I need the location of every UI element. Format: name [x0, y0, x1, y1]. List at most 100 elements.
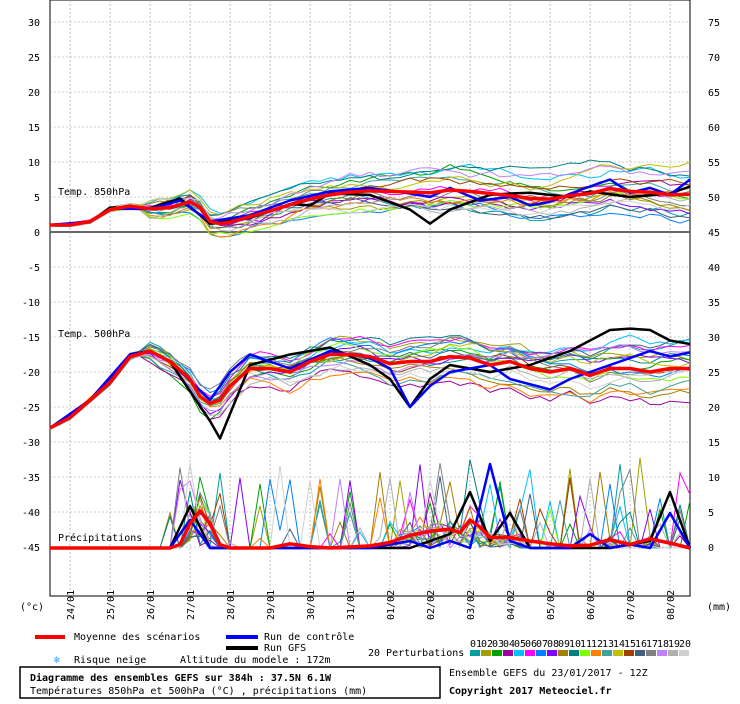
perturbation-line	[49, 344, 691, 428]
y-left-tick-label: -20	[22, 368, 40, 379]
x-tick-label: 05/02	[546, 590, 557, 620]
pert-swatch	[536, 650, 546, 656]
legend-altitude-label: Altitude du modele : 172m	[180, 655, 331, 666]
x-tick-label: 30/01	[306, 590, 317, 620]
pert-swatch	[602, 650, 612, 656]
y-right-tick-label: 20	[708, 403, 720, 414]
y-right-tick-label: 30	[708, 333, 720, 344]
y-left-tick-label: 5	[34, 193, 40, 204]
pert-number: 08	[547, 639, 559, 650]
copyright-label: Copyright 2017 Meteociel.fr	[449, 685, 612, 697]
pert-number: 15	[624, 639, 636, 650]
pert-swatch	[547, 650, 557, 656]
chart-grid	[49, 0, 691, 597]
perturbation-line	[49, 197, 691, 226]
x-tick-label: 31/01	[346, 590, 357, 620]
legend-control-label: Run de contrôle	[264, 631, 354, 643]
pert-swatch	[613, 650, 623, 656]
y-right-tick-label: 15	[708, 438, 720, 449]
y-right-tick-label: 35	[708, 298, 720, 309]
t850-label: Temp. 850hPa	[58, 187, 130, 198]
info-subtitle: Températures 850hPa et 500hPa (°C) , pré…	[30, 685, 367, 697]
perturbation-line	[49, 194, 691, 232]
y-right-tick-label: 75	[708, 18, 720, 29]
y-right-tick-label: 70	[708, 53, 720, 64]
y-left-tick-label: -15	[22, 333, 40, 344]
perturbation-line	[49, 189, 691, 235]
pert-swatch	[679, 650, 689, 656]
y-left-tick-label: -25	[22, 403, 40, 414]
y-right-tick-label: 10	[708, 473, 720, 484]
pert-swatch	[481, 650, 491, 656]
t500-label: Temp. 500hPa	[58, 329, 130, 340]
pert-swatch	[514, 650, 524, 656]
pert-number: 12	[591, 639, 603, 650]
x-tick-label: 06/02	[586, 590, 597, 620]
y-right-tick-label: 0	[708, 543, 714, 554]
y-left-tick-label: 15	[28, 123, 40, 134]
pert-swatch	[470, 650, 480, 656]
pert-number: 14	[613, 639, 625, 650]
y-left-tick-label: -45	[22, 543, 40, 554]
pert-swatch	[591, 650, 601, 656]
snow-icon: ❄	[54, 655, 61, 666]
perturbation-line	[49, 338, 691, 428]
perturbation-line	[49, 354, 691, 430]
legend-mean-label: Moyenne des scénarios	[74, 631, 200, 643]
legend-gfs-label: Run GFS	[264, 643, 306, 654]
pert-swatch	[668, 650, 678, 656]
legend: Moyenne des scénarios Run de contrôle Ru…	[35, 631, 691, 666]
perturbation-line	[49, 161, 691, 225]
x-tick-label: 01/02	[386, 590, 397, 620]
y-left-tick-label: -5	[28, 263, 40, 274]
pert-number: 16	[635, 639, 647, 650]
pert-number: 17	[646, 639, 658, 650]
y-right-tick-label: 55	[708, 158, 720, 169]
plot-frame	[49, 0, 691, 597]
x-tick-label: 08/02	[666, 590, 677, 620]
y-axis-left: 30 25 20 15 10 5 0 -5 -10 -15 -20 -25 -30 -35 -40 -45	[22, 18, 40, 554]
pert-swatch	[646, 650, 656, 656]
pert-swatch	[525, 650, 535, 656]
perturbation-line	[49, 341, 691, 430]
legend-perturbations-label: 20 Perturbations	[368, 648, 464, 659]
pert-number: 20	[679, 639, 691, 650]
x-tick-label: 27/01	[186, 590, 197, 620]
y-left-tick-label: 10	[28, 158, 40, 169]
control-series-line	[49, 178, 691, 227]
legend-snow-label: Risque neige	[74, 655, 146, 666]
x-tick-label: 29/01	[266, 590, 277, 620]
x-tick-label: 26/01	[146, 590, 157, 620]
info-box: Diagramme des ensembles GEFS sur 384h : …	[19, 666, 441, 699]
y-right-tick-label: 25	[708, 368, 720, 379]
pert-number: 04	[503, 639, 515, 650]
pert-number: 13	[602, 639, 614, 650]
y-left-tick-label: -30	[22, 438, 40, 449]
y-left-tick-label: 20	[28, 88, 40, 99]
right-unit-label: (mm)	[707, 602, 731, 613]
y-left-tick-label: 0	[34, 228, 40, 239]
y-right-tick-label: 50	[708, 193, 720, 204]
mean-series-line	[50, 186, 691, 227]
pert-number: 18	[657, 639, 669, 650]
main-series-lines	[49, 178, 692, 550]
pert-swatch	[635, 650, 645, 656]
x-tick-label: 24/01	[66, 590, 77, 620]
info-title: Diagramme des ensembles GEFS sur 384h : …	[30, 672, 332, 684]
y-left-tick-label: -40	[22, 508, 40, 519]
perturbation-line	[49, 355, 691, 430]
y-left-tick-label: 30	[28, 18, 40, 29]
pert-number: 05	[514, 639, 526, 650]
pert-swatch	[569, 650, 579, 656]
pert-swatch	[558, 650, 568, 656]
pert-number: 06	[525, 639, 537, 650]
y-right-tick-label: 65	[708, 88, 720, 99]
pert-swatch	[580, 650, 590, 656]
pert-swatch	[492, 650, 502, 656]
mean-series-line	[50, 509, 691, 550]
y-right-tick-label: 40	[708, 263, 720, 274]
x-axis: 24/01 25/01 26/01 27/01 28/01 29/01 30/01 31/01…	[66, 590, 677, 620]
y-right-tick-label: 45	[708, 228, 720, 239]
left-unit-label: (°c)	[20, 602, 44, 613]
